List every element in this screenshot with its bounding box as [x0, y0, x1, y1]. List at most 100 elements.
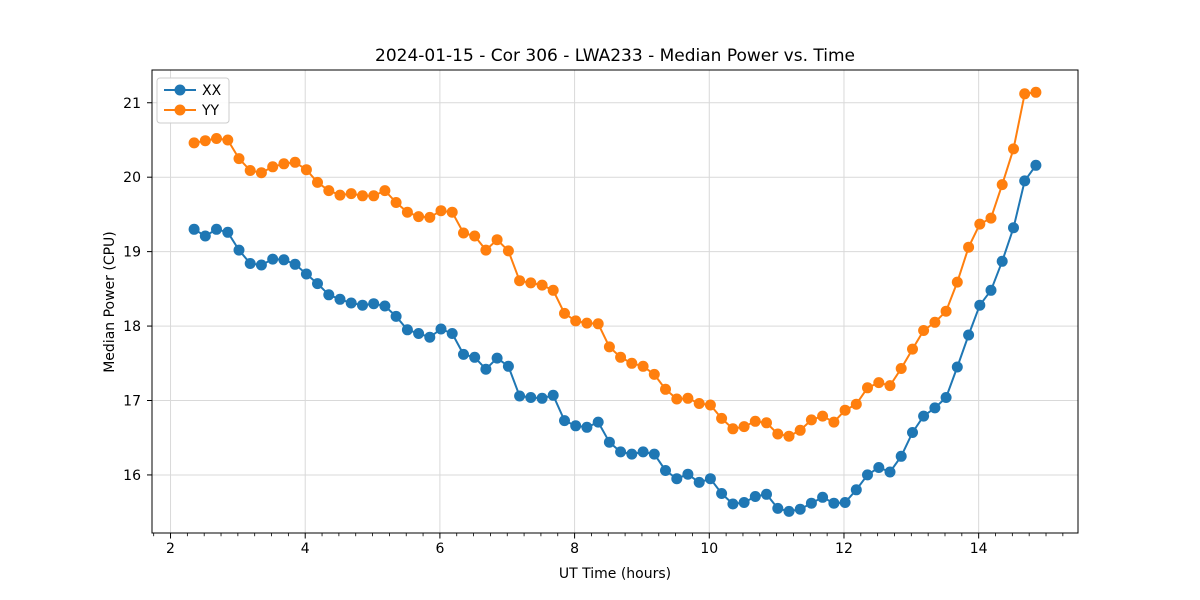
- data-point-marker: [300, 164, 312, 176]
- data-point-marker: [637, 360, 649, 372]
- data-point-marker: [435, 205, 447, 217]
- x-tick-label: 4: [301, 541, 310, 557]
- data-point-marker: [648, 448, 660, 460]
- data-point-marker: [794, 503, 806, 515]
- data-point-marker: [929, 402, 941, 414]
- data-point-marker: [671, 473, 683, 485]
- x-tick-label: 8: [570, 541, 579, 557]
- data-point-marker: [446, 206, 458, 218]
- data-point-marker: [895, 363, 907, 374]
- data-point-marker: [525, 277, 537, 289]
- data-point-marker: [637, 446, 649, 458]
- legend-label: YY: [201, 103, 220, 119]
- data-point-marker: [547, 389, 559, 401]
- data-point-marker: [682, 392, 694, 404]
- data-point-marker: [615, 351, 627, 363]
- data-point-marker: [693, 398, 705, 409]
- series-XX: [188, 159, 1042, 517]
- data-point-marker: [761, 488, 772, 500]
- data-point-marker: [682, 468, 694, 480]
- data-point-marker: [1019, 175, 1031, 187]
- x-tick-label: 10: [700, 541, 718, 557]
- data-point-marker: [255, 259, 267, 271]
- data-point-marker: [525, 392, 537, 403]
- data-point-marker: [985, 284, 997, 296]
- data-point-marker: [918, 410, 930, 422]
- data-point-marker: [536, 392, 548, 404]
- data-point-marker: [985, 212, 997, 224]
- data-point-marker: [401, 206, 413, 218]
- data-point-marker: [996, 255, 1008, 267]
- data-point-marker: [996, 179, 1008, 191]
- data-point-marker: [334, 293, 346, 305]
- y-tick-label: 16: [123, 468, 141, 484]
- series-YY-line: [193, 91, 1037, 438]
- y-tick-label: 19: [123, 245, 141, 261]
- data-point-marker: [603, 341, 615, 353]
- data-point-marker: [929, 316, 941, 328]
- x-axis-label: UT Time (hours): [558, 566, 672, 582]
- data-point-marker: [424, 211, 436, 223]
- data-point-marker: [716, 412, 728, 424]
- legend-marker: [174, 84, 186, 96]
- data-point-marker: [615, 446, 627, 458]
- data-point-marker: [1008, 143, 1019, 155]
- data-point-marker: [491, 234, 503, 246]
- data-point-marker: [289, 156, 301, 168]
- data-point-marker: [783, 430, 795, 442]
- data-point-marker: [289, 258, 301, 270]
- data-point-marker: [727, 423, 739, 435]
- data-point-marker: [413, 328, 425, 339]
- data-point-marker: [828, 497, 840, 509]
- data-point-marker: [502, 245, 514, 257]
- data-point-marker: [570, 315, 582, 327]
- data-point-marker: [345, 297, 357, 309]
- data-point-marker: [379, 300, 391, 312]
- data-point-marker: [368, 298, 380, 310]
- x-tick-label: 6: [435, 541, 444, 557]
- data-point-marker: [357, 190, 368, 202]
- data-point-marker: [379, 185, 391, 197]
- data-point-marker: [828, 416, 840, 428]
- data-point-marker: [458, 348, 469, 360]
- data-point-marker: [817, 491, 829, 503]
- data-point-marker: [267, 253, 279, 265]
- data-point-marker: [963, 329, 975, 341]
- data-point-marker: [873, 462, 885, 473]
- data-point-marker: [581, 421, 593, 433]
- data-point-marker: [188, 137, 200, 149]
- data-point-marker: [862, 469, 873, 481]
- data-point-marker: [368, 190, 380, 202]
- data-point-marker: [749, 491, 761, 502]
- x-tick-label: 2: [166, 541, 175, 557]
- data-point-marker: [233, 244, 245, 256]
- data-point-marker: [211, 133, 222, 144]
- data-point-marker: [738, 421, 750, 433]
- data-point-marker: [1030, 86, 1042, 98]
- data-point-marker: [435, 323, 447, 335]
- data-point-marker: [300, 268, 312, 280]
- data-point-marker: [222, 134, 234, 146]
- data-point-marker: [390, 197, 402, 208]
- data-point-marker: [805, 497, 817, 509]
- data-point-marker: [794, 424, 806, 436]
- legend-label: XX: [202, 83, 222, 99]
- y-tick-label: 20: [123, 170, 141, 186]
- data-point-marker: [491, 352, 503, 364]
- data-point-marker: [772, 428, 784, 440]
- data-point-marker: [1019, 88, 1031, 100]
- data-point-marker: [671, 393, 683, 405]
- data-point-marker: [244, 165, 256, 176]
- axes-spines: [151, 69, 1079, 534]
- data-point-marker: [469, 351, 481, 363]
- data-point-marker: [603, 436, 615, 448]
- data-point-marker: [974, 299, 986, 311]
- data-point-marker: [716, 488, 728, 499]
- data-point-marker: [267, 161, 279, 173]
- data-point-marker: [424, 331, 436, 343]
- data-point-marker: [873, 377, 885, 389]
- data-point-marker: [839, 497, 851, 508]
- data-point-marker: [559, 307, 570, 319]
- data-point-marker: [233, 153, 245, 165]
- data-point-marker: [581, 317, 593, 329]
